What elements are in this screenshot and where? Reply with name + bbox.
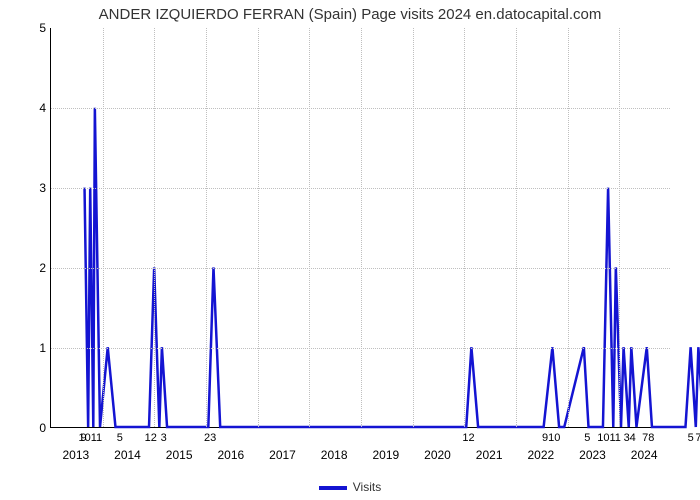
x-axis-year-label: 2015: [166, 448, 193, 462]
y-axis-tick-label: 5: [30, 21, 46, 35]
gridline-horizontal: [51, 108, 670, 109]
x-axis-month-label: 910: [542, 432, 560, 444]
gridline-horizontal: [51, 268, 670, 269]
x-axis-year-label: 2016: [217, 448, 244, 462]
x-axis-month-label: 5: [688, 432, 694, 444]
gridline-vertical: [464, 28, 465, 427]
x-axis-month-label: 7: [695, 432, 700, 444]
gridline-vertical: [154, 28, 155, 427]
y-axis-tick-label: 0: [30, 421, 46, 435]
x-axis-year-label: 2014: [114, 448, 141, 462]
y-axis-tick-label: 3: [30, 181, 46, 195]
x-axis-year-label: 2022: [527, 448, 554, 462]
x-axis-year-label: 2018: [321, 448, 348, 462]
legend-label: Visits: [353, 480, 381, 494]
y-axis-tick-label: 4: [30, 101, 46, 115]
x-axis-year-label: 2017: [269, 448, 296, 462]
x-axis-month-label: 12: [145, 432, 157, 444]
plot-area: [50, 28, 670, 428]
gridline-vertical: [361, 28, 362, 427]
x-axis-month-label: 3: [161, 432, 167, 444]
x-axis-year-label: 2023: [579, 448, 606, 462]
x-axis-month-label: 12: [462, 432, 474, 444]
x-axis-year-label: 2013: [62, 448, 89, 462]
gridline-horizontal: [51, 348, 670, 349]
x-axis-month-label: 1011: [78, 432, 102, 444]
chart-container: ANDER IZQUIERDO FERRAN (Spain) Page visi…: [0, 0, 700, 500]
x-axis-year-label: 2020: [424, 448, 451, 462]
gridline-vertical: [413, 28, 414, 427]
gridline-vertical: [516, 28, 517, 427]
gridline-vertical: [619, 28, 620, 427]
x-axis-month-label: 5: [584, 432, 590, 444]
legend: Visits: [0, 480, 700, 494]
gridline-vertical: [258, 28, 259, 427]
gridline-vertical: [206, 28, 207, 427]
x-axis-year-label: 2024: [631, 448, 658, 462]
x-axis-year-label: 2019: [372, 448, 399, 462]
x-axis-year-label: 2021: [476, 448, 503, 462]
chart-title: ANDER IZQUIERDO FERRAN (Spain) Page visi…: [0, 6, 700, 23]
gridline-vertical: [309, 28, 310, 427]
x-axis-month-label: 34: [624, 432, 636, 444]
x-axis-month-label: 78: [642, 432, 654, 444]
gridline-vertical: [103, 28, 104, 427]
y-axis-tick-label: 2: [30, 261, 46, 275]
gridline-horizontal: [51, 188, 670, 189]
x-axis-month-label: 23: [204, 432, 216, 444]
gridline-vertical: [568, 28, 569, 427]
y-axis-tick-label: 1: [30, 341, 46, 355]
x-axis-month-label: 1011: [597, 432, 621, 444]
x-axis-month-label: 5: [117, 432, 123, 444]
legend-swatch: [319, 486, 347, 490]
